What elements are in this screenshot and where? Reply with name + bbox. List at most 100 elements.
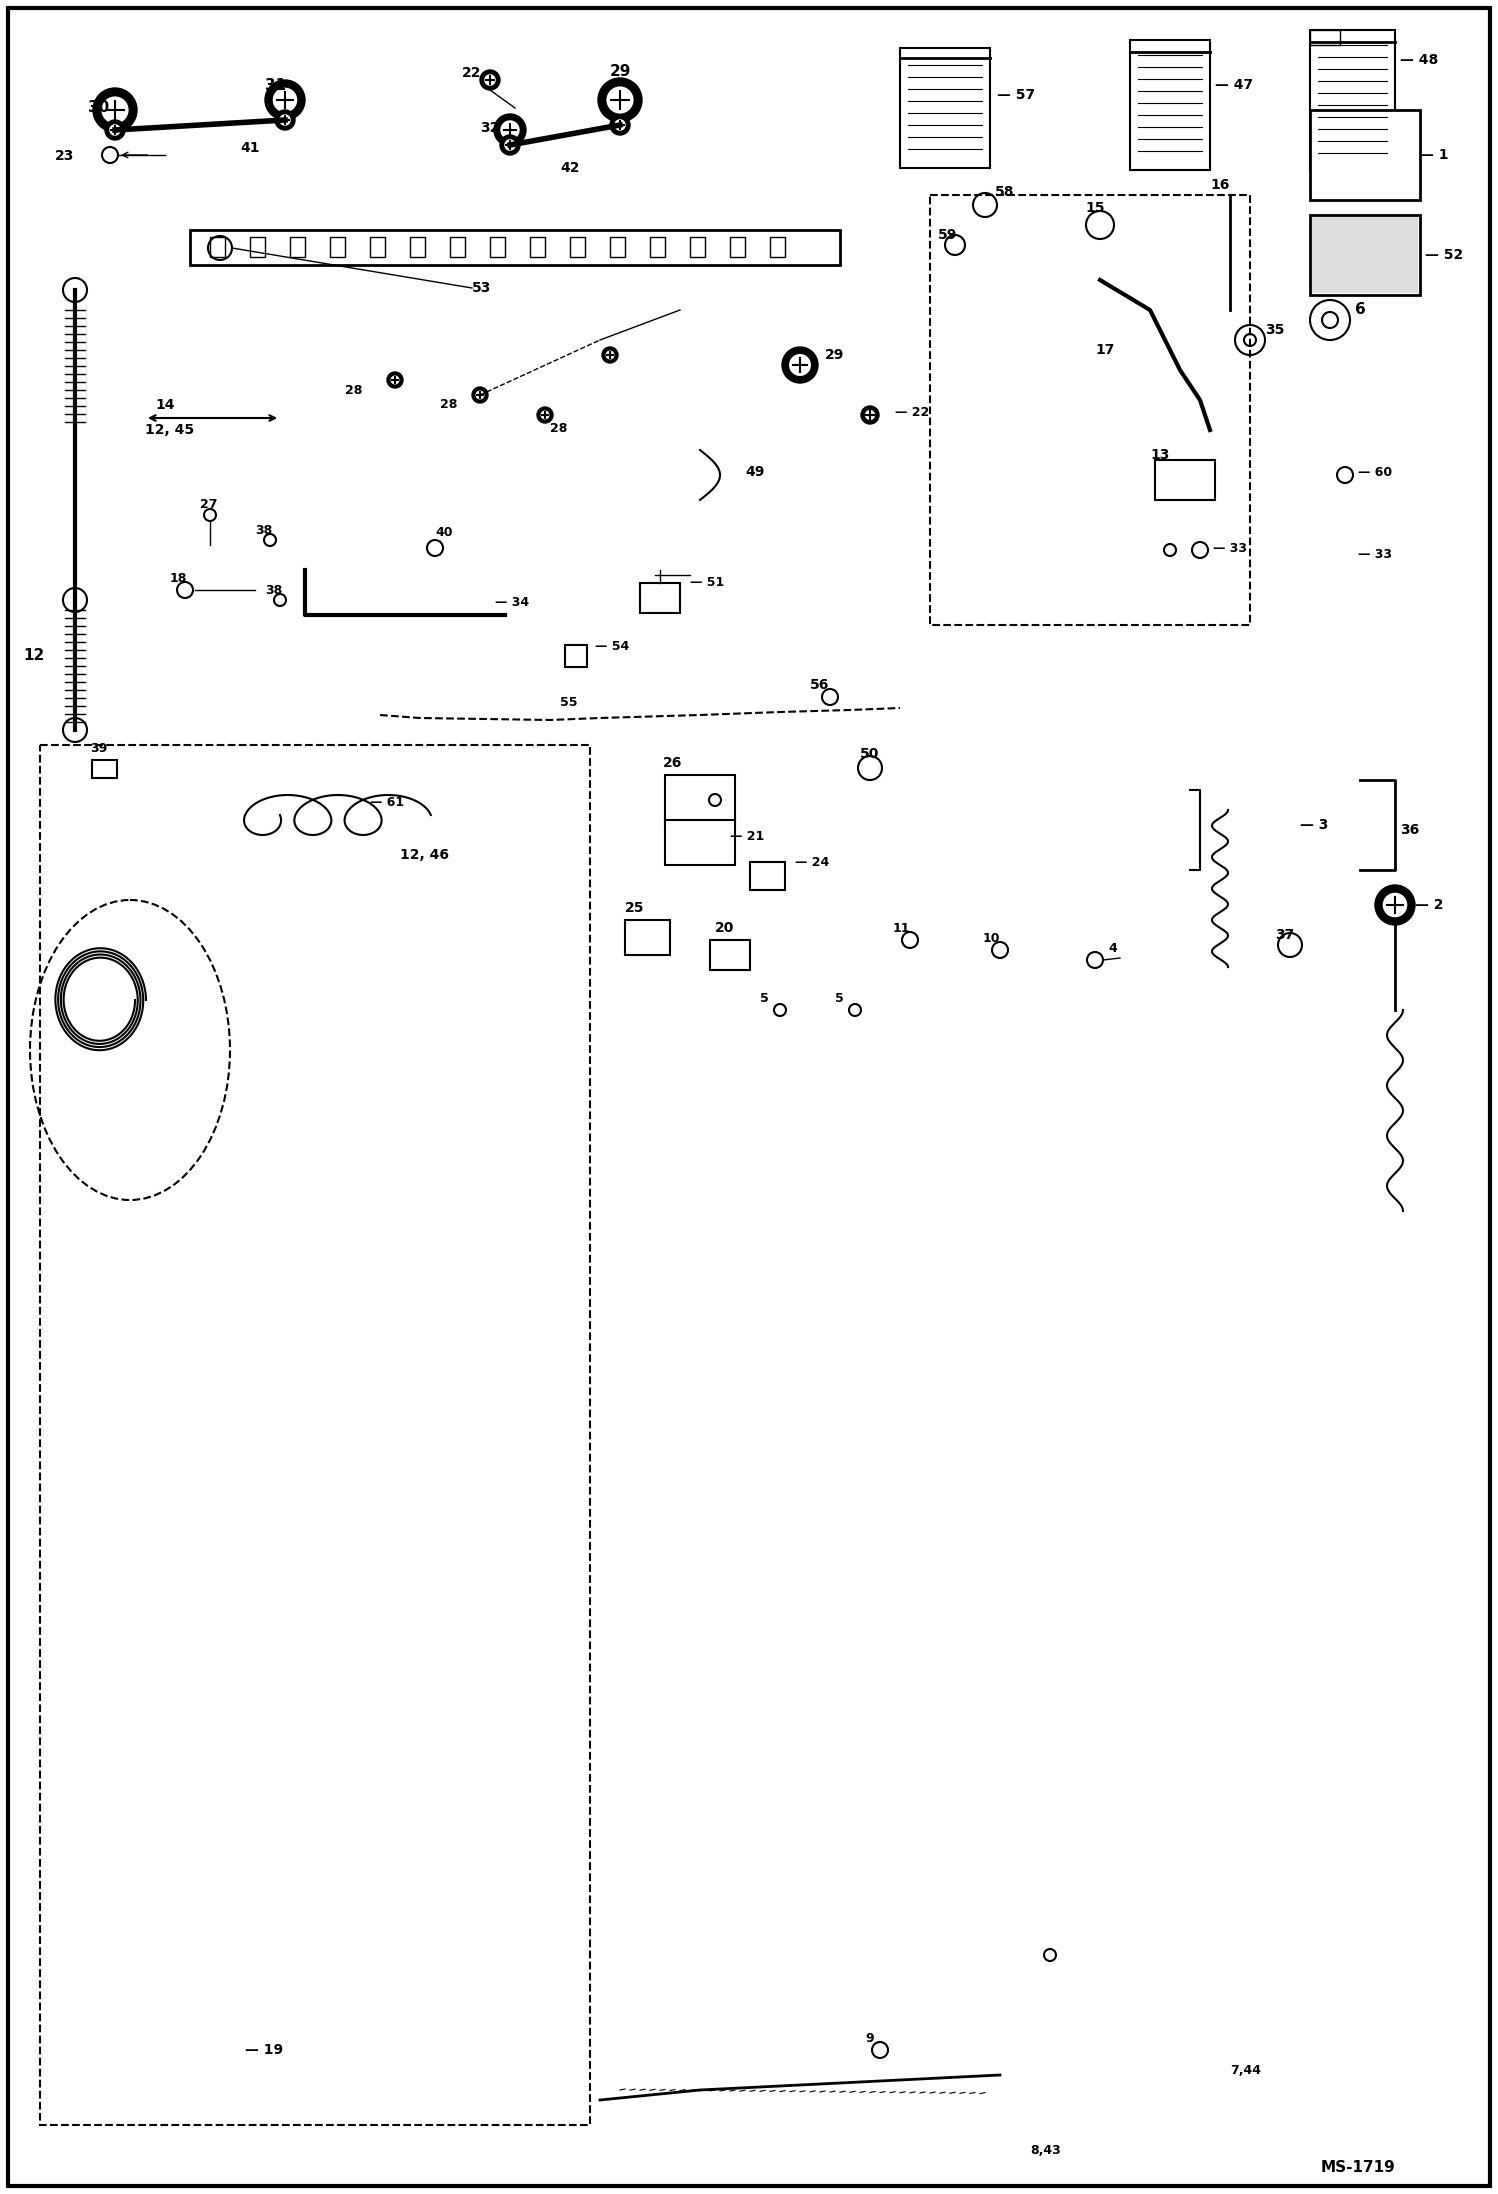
Text: 12, 46: 12, 46	[400, 849, 449, 862]
Bar	[291, 237, 306, 257]
Circle shape	[108, 123, 121, 136]
Text: — 1: — 1	[1420, 147, 1449, 162]
Text: — 33: — 33	[1213, 542, 1246, 555]
Circle shape	[536, 408, 553, 423]
Bar	[571, 237, 586, 257]
Text: 22: 22	[461, 66, 481, 79]
Text: — 22: — 22	[894, 406, 929, 419]
Text: 49: 49	[745, 465, 764, 478]
Text: 39: 39	[90, 742, 108, 755]
Circle shape	[503, 138, 517, 151]
Circle shape	[105, 121, 124, 140]
Text: 6: 6	[1356, 303, 1366, 318]
Text: 38: 38	[265, 584, 282, 597]
Bar	[650, 237, 665, 257]
Text: 31: 31	[265, 77, 286, 92]
Text: 9: 9	[864, 2032, 873, 2045]
Bar	[565, 645, 587, 667]
Circle shape	[494, 114, 526, 147]
Bar	[1312, 217, 1419, 294]
Text: 28: 28	[440, 399, 457, 412]
Circle shape	[598, 79, 643, 123]
Text: — 33: — 33	[1359, 548, 1392, 562]
Text: 4: 4	[1109, 941, 1116, 954]
Circle shape	[279, 114, 292, 127]
Text: 55: 55	[560, 695, 578, 709]
Text: 59: 59	[938, 228, 957, 241]
Bar	[640, 584, 680, 612]
Text: — 51: — 51	[691, 577, 724, 590]
Text: 11: 11	[893, 921, 911, 935]
Text: 38: 38	[255, 524, 273, 538]
Circle shape	[782, 347, 818, 384]
Circle shape	[605, 349, 616, 360]
Bar	[91, 759, 117, 779]
Bar	[210, 237, 225, 257]
Text: 7,44: 7,44	[1230, 2065, 1261, 2076]
Bar	[900, 48, 990, 169]
Text: — 19: — 19	[246, 2043, 283, 2058]
Text: 16: 16	[1210, 178, 1230, 193]
Text: 28: 28	[550, 421, 568, 434]
Text: 10: 10	[983, 932, 1001, 943]
Circle shape	[605, 86, 634, 114]
Text: — 47: — 47	[1215, 79, 1254, 92]
Circle shape	[475, 391, 485, 399]
Text: 20: 20	[715, 921, 734, 935]
Bar	[730, 237, 745, 257]
Text: 42: 42	[560, 160, 580, 176]
Circle shape	[479, 70, 500, 90]
Bar	[1309, 31, 1395, 169]
Text: — 21: — 21	[730, 832, 764, 842]
Text: — 60: — 60	[1359, 467, 1392, 480]
Circle shape	[93, 88, 136, 132]
Bar	[610, 237, 625, 257]
Text: 32: 32	[479, 121, 499, 136]
Circle shape	[472, 386, 488, 404]
Circle shape	[610, 114, 631, 136]
Bar	[1309, 215, 1420, 294]
Bar	[530, 237, 545, 257]
Circle shape	[484, 75, 496, 86]
Text: 53: 53	[472, 281, 491, 294]
Text: — 34: — 34	[494, 597, 529, 610]
Circle shape	[500, 121, 520, 140]
Circle shape	[273, 88, 298, 114]
Text: 25: 25	[625, 902, 644, 915]
Bar	[490, 237, 505, 257]
Text: 12, 45: 12, 45	[145, 423, 195, 437]
Bar	[190, 230, 840, 265]
Bar	[750, 862, 785, 891]
Bar	[930, 195, 1249, 625]
Circle shape	[276, 110, 295, 129]
Circle shape	[788, 353, 812, 377]
Text: 12: 12	[24, 647, 45, 663]
Text: 28: 28	[345, 384, 363, 397]
Circle shape	[539, 410, 550, 421]
Bar	[330, 237, 345, 257]
Text: — 57: — 57	[998, 88, 1035, 101]
Text: 29: 29	[610, 64, 631, 79]
Text: — 61: — 61	[370, 796, 404, 810]
Bar	[410, 237, 425, 257]
Text: 50: 50	[860, 746, 879, 761]
Text: — 2: — 2	[1416, 897, 1444, 913]
Text: 14: 14	[154, 397, 174, 412]
Bar	[1309, 31, 1341, 46]
Circle shape	[1375, 884, 1416, 926]
Bar	[1155, 461, 1215, 500]
Text: 13: 13	[1150, 448, 1170, 463]
Bar	[710, 939, 750, 970]
Circle shape	[614, 118, 626, 132]
Text: 17: 17	[1095, 342, 1115, 358]
Text: 18: 18	[169, 570, 187, 584]
Text: 36: 36	[1401, 823, 1419, 836]
Text: 5: 5	[759, 992, 768, 1005]
Bar	[625, 919, 670, 954]
Bar	[370, 237, 385, 257]
Text: — 3: — 3	[1300, 818, 1329, 832]
Text: 23: 23	[55, 149, 75, 162]
Bar	[665, 774, 736, 825]
Circle shape	[265, 79, 306, 121]
Circle shape	[100, 97, 129, 125]
